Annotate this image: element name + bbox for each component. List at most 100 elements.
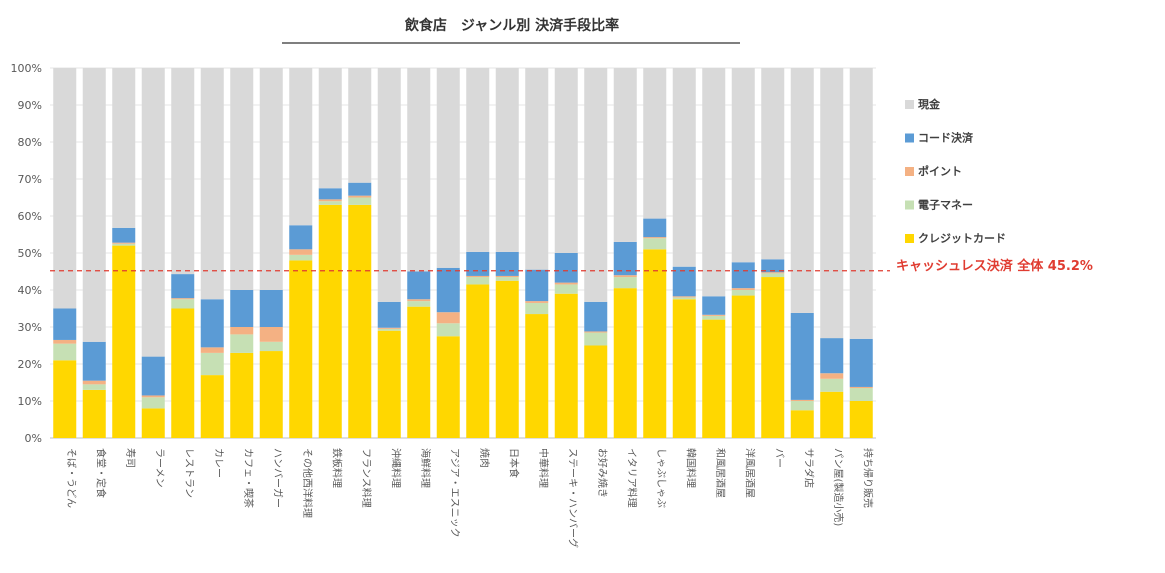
bar-segment: [613, 277, 637, 289]
y-tick-label: 40%: [18, 284, 42, 297]
bar-segment: [377, 330, 401, 438]
x-category-label: そば・うどん: [65, 448, 77, 508]
bar-segment: [672, 299, 696, 438]
bar-segment: [761, 273, 785, 278]
x-category-label: バー: [773, 448, 785, 468]
x-category-label: ステーキ・ハンバーグ: [566, 448, 579, 548]
bar-segment: [318, 199, 342, 202]
bar-segment: [200, 375, 224, 438]
bar-segment: [525, 302, 549, 315]
bar-segment: [53, 339, 77, 344]
bar-segment: [584, 301, 608, 332]
x-category-label: フランス料理: [360, 448, 373, 508]
bar-segment: [377, 68, 401, 302]
bar-segment: [112, 243, 136, 246]
bar-segment: [643, 238, 667, 250]
bar-segment: [82, 380, 106, 385]
bar-segment: [407, 68, 431, 272]
bar-segment: [407, 271, 431, 300]
bar-segment: [141, 397, 165, 409]
bar-segment: [318, 204, 342, 438]
x-category-label: パン屋(製造小売): [832, 448, 845, 526]
bar-segment: [820, 373, 844, 379]
bar-segment: [584, 331, 608, 333]
bar-segment: [82, 384, 106, 390]
bar-segment: [289, 254, 313, 261]
x-axis: そば・うどん 食堂・定食 寿司 ラーメン レストラン カレー カフェ・喫茶 ハンバーガー その他…: [65, 448, 875, 548]
bar-segment: [259, 290, 283, 327]
x-category-label: 鉄板料理: [330, 448, 343, 488]
bar-segment: [407, 301, 431, 307]
y-tick-label: 0%: [25, 432, 42, 445]
bar-segment: [613, 68, 637, 242]
bar-segment: [318, 68, 342, 189]
legend-label: 現金: [918, 97, 941, 111]
bar-segment: [466, 284, 490, 438]
bar-segment: [82, 68, 106, 342]
bar-segment: [200, 352, 224, 376]
bar-segment: [702, 68, 726, 297]
bar-segment: [318, 201, 342, 205]
bar-segment: [495, 280, 519, 438]
chart-title: 飲食店 ジャンル別 決済手段比率: [404, 17, 619, 34]
bar-segment: [849, 388, 873, 401]
bar-segment: [731, 262, 755, 289]
bar-segment: [466, 68, 490, 252]
bar-segment: [554, 68, 578, 253]
bar-segment: [790, 401, 814, 411]
bar-segment: [554, 282, 578, 285]
bar-segment: [82, 341, 106, 381]
bar-segment: [436, 323, 460, 337]
bar-segment: [289, 249, 313, 255]
bar-segment: [200, 68, 224, 300]
bar-segment: [171, 308, 195, 438]
bar-segment: [466, 277, 490, 285]
x-category-label: 寿司: [124, 448, 137, 468]
bar-segment: [230, 352, 254, 438]
legend-swatch: [905, 167, 914, 176]
bar-segment: [112, 245, 136, 438]
bar-segment: [525, 68, 549, 270]
x-category-label: 和風居酒屋: [714, 448, 726, 498]
bar-segment: [525, 301, 549, 303]
bar-segment: [377, 327, 401, 329]
bar-segment: [761, 259, 785, 273]
bar-segment: [200, 299, 224, 348]
bar-segment: [436, 336, 460, 438]
bar-segment: [436, 68, 460, 268]
x-category-label: カフェ・喫茶: [242, 448, 255, 508]
bar-segment: [495, 277, 519, 281]
x-category-label: 持ち帰り販売: [861, 448, 874, 508]
bar-segment: [761, 272, 785, 274]
bar-segment: [348, 195, 372, 198]
bar-segment: [348, 204, 372, 438]
legend-label: 電子マネー: [918, 199, 973, 212]
bar-segment: [820, 68, 844, 339]
bar-segment: [318, 188, 342, 200]
bar-segment: [790, 68, 814, 313]
bar-segment: [820, 391, 844, 438]
x-category-label: 食堂・定食: [94, 448, 107, 498]
legend-label: ポイント: [918, 164, 962, 178]
bar-segment: [171, 68, 195, 275]
bar-segment: [289, 260, 313, 438]
bar-segment: [554, 293, 578, 438]
bar-segment: [702, 296, 726, 315]
reference-line-group: キャッシュレス決済 全体 45.2%: [50, 258, 1093, 274]
bar-segment: [348, 182, 372, 196]
bar-segment: [53, 308, 77, 340]
bar-segment: [790, 312, 814, 400]
bar-segment: [230, 334, 254, 353]
bar-segment: [849, 338, 873, 387]
x-category-label: イタリア料理: [625, 448, 638, 508]
x-category-label: しゃぶしゃぶ: [655, 448, 667, 508]
x-category-label: サラダ店: [802, 448, 815, 488]
bar-segment: [230, 68, 254, 290]
bar-segment: [53, 68, 77, 309]
bar-segment: [761, 68, 785, 260]
legend-label: クレジットカード: [918, 232, 1006, 245]
bar-segment: [230, 327, 254, 335]
bar-segment: [53, 343, 77, 361]
y-tick-label: 80%: [18, 136, 42, 149]
